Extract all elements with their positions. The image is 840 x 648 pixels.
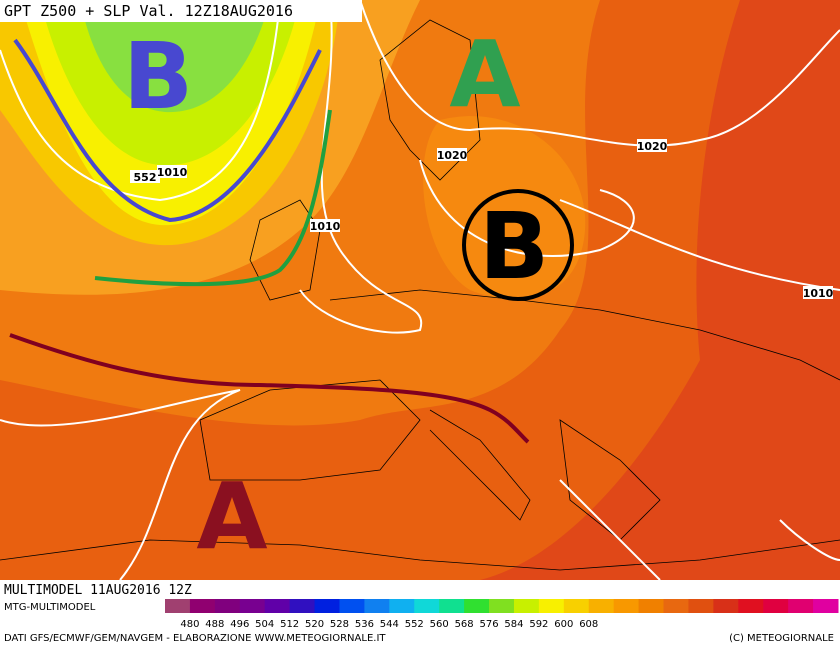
isobar-label: 1010 — [310, 220, 341, 233]
isobar-label-bg — [637, 139, 667, 152]
colorbar-label: 496 — [230, 619, 249, 630]
ridge-line — [94, 109, 332, 287]
colorbar-label: 512 — [280, 619, 299, 630]
color-swatch — [763, 599, 789, 613]
color-swatch — [165, 599, 191, 613]
isobar-label: 552 — [134, 171, 157, 184]
color-swatch — [189, 599, 216, 613]
color-swatch — [414, 599, 440, 613]
color-swatch — [489, 599, 515, 613]
color-swatch — [289, 599, 316, 613]
axis-line — [9, 333, 530, 444]
isobars — [0, 0, 840, 580]
color-swatch — [513, 599, 540, 613]
isobar-label-bg — [310, 219, 340, 232]
color-swatch — [538, 599, 565, 613]
pressure-center: A — [196, 463, 267, 570]
color-swatch — [339, 599, 365, 613]
credits: DATI GFS/ECMWF/GEM/NAVGEM - ELABORAZIONE… — [4, 633, 386, 644]
isobar-label-bg — [803, 286, 833, 299]
isobar-label-bg — [437, 148, 467, 161]
color-swatch — [389, 599, 415, 613]
color-swatch — [713, 599, 739, 613]
color-swatch — [613, 599, 640, 613]
color-swatch — [314, 599, 340, 613]
map-title: GPT Z500 + SLP Val. 12Z18AUG2016 — [4, 2, 293, 20]
model-label: MTG-MULTIMODEL — [4, 602, 96, 613]
copyright: (C) METEOGIORNALE — [729, 633, 834, 644]
color-swatch — [439, 599, 465, 613]
pressure-center: A — [449, 21, 520, 128]
colorbar-label: 600 — [554, 619, 573, 630]
colorbar-label: 568 — [455, 619, 474, 630]
colorbar-label: 576 — [479, 619, 498, 630]
run-label: MULTIMODEL 11AUG2016 12Z — [4, 583, 192, 598]
color-swatch — [638, 599, 665, 613]
color-swatch — [738, 599, 764, 613]
color-swatch — [464, 599, 490, 613]
colorbar-label: 560 — [430, 619, 449, 630]
isobar-label: 1010 — [803, 287, 834, 300]
colorbar-label: 520 — [305, 619, 324, 630]
color-swatch — [788, 599, 814, 613]
color-swatch — [688, 599, 714, 613]
colorbar-label: 584 — [504, 619, 523, 630]
colorbar-label: 504 — [255, 619, 274, 630]
pressure-center: B — [123, 23, 193, 130]
color-swatch — [563, 599, 590, 613]
pressure-center: B — [479, 193, 549, 300]
isobar-label: 1020 — [437, 149, 468, 162]
colorbar-label: 528 — [330, 619, 349, 630]
color-swatch — [588, 599, 615, 613]
color-swatch — [813, 599, 839, 613]
colorbar-label: 480 — [180, 619, 199, 630]
isobar-label: 1010 — [157, 166, 188, 179]
low-circle — [462, 189, 574, 301]
colorbar-label: 592 — [529, 619, 548, 630]
colorbar: 480 488 496 504 512 520 528 536 544 552 560 568 576 5… — [165, 599, 839, 630]
color-swatch — [663, 599, 689, 613]
colorbar-label: 608 — [579, 619, 598, 630]
trough-line — [13, 38, 322, 223]
field-green — [80, 0, 270, 113]
footer — [0, 580, 840, 648]
color-swatch — [214, 599, 241, 613]
isobar-label: 1020 — [637, 140, 668, 153]
colorbar-label: 536 — [355, 619, 374, 630]
colorbar-label: 544 — [380, 619, 399, 630]
colorbar-label: 552 — [405, 619, 424, 630]
title-box — [0, 0, 362, 22]
colorbar-label: 488 — [205, 619, 224, 630]
isobar-label-bg — [130, 170, 160, 183]
color-swatch — [264, 599, 291, 613]
isobar-label-bg — [157, 165, 187, 178]
color-swatch — [239, 599, 266, 613]
color-swatch — [364, 599, 390, 613]
